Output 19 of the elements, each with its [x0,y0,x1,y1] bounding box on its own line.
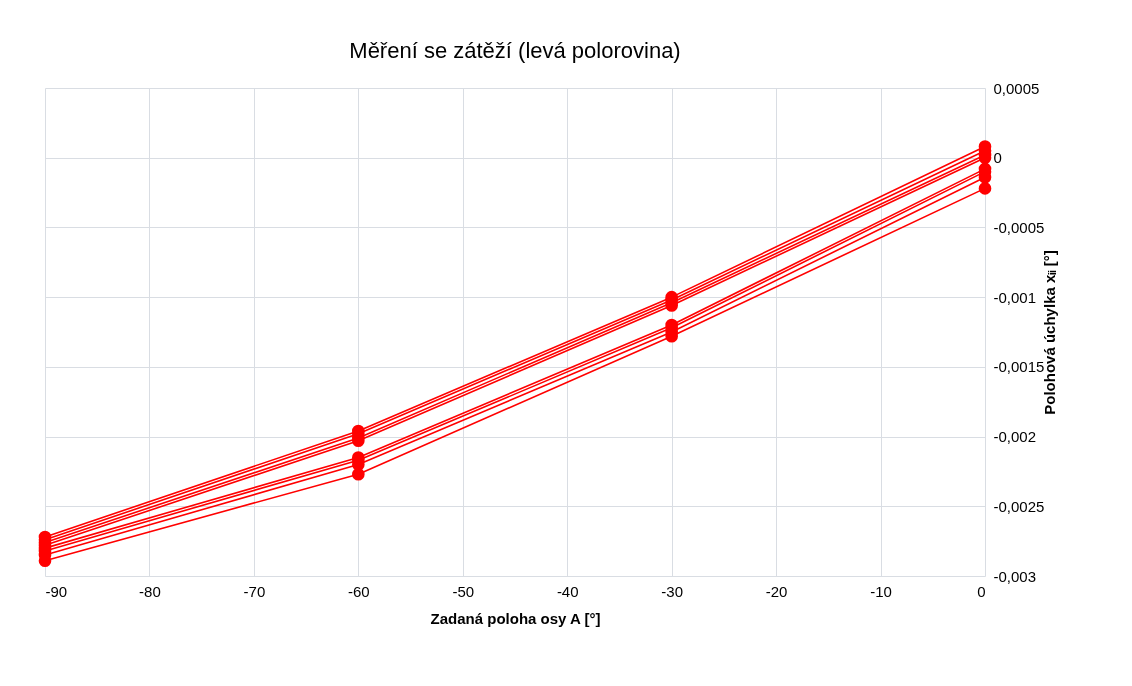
x-tick-label: -70 [243,582,266,600]
x-tick-label: -80 [139,582,161,600]
y-tick-label: -0,0025 [993,497,1045,515]
x-tick-label: 0 [977,582,986,600]
x-axis-title: Zadaná poloha osy A [°] [430,609,601,627]
x-tick-label: -20 [765,582,788,600]
y-tick-label: -0,001 [993,288,1037,306]
x-tick-label: -10 [870,582,892,600]
chart-title: Měření se zátěží (levá polorovina) [349,38,681,63]
x-tick-label: -60 [347,582,370,600]
x-tick-label: -90 [45,582,68,600]
y-tick-label: -0,003 [993,567,1037,585]
x-tick-label: -40 [556,582,579,600]
y-tick-label: 0 [993,149,1002,167]
x-tick-label: -50 [452,582,475,600]
y-tick-label: -0,0005 [993,218,1045,236]
x-tick-label: -30 [661,582,684,600]
y-tick-label: 0,0005 [993,79,1040,97]
y-tick-label: -0,002 [993,428,1037,446]
